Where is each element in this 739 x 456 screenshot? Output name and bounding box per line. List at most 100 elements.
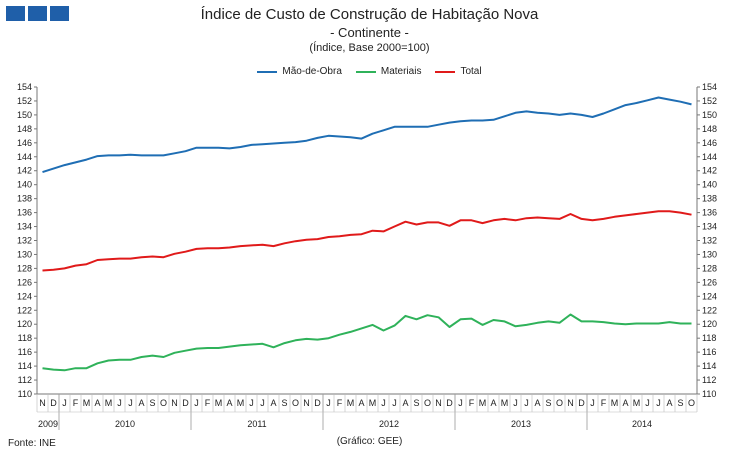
x-tick-label: O xyxy=(424,398,431,408)
x-tick-label: M xyxy=(479,398,487,408)
chart-subtitle: - Continente - xyxy=(330,25,409,40)
x-tick-label: J xyxy=(326,398,331,408)
x-tick-label: A xyxy=(622,398,628,408)
y-tick-label-left: 126 xyxy=(17,277,32,287)
gee-logo xyxy=(6,6,69,21)
y-tick-label-left: 146 xyxy=(17,138,32,148)
y-tick-label-left: 124 xyxy=(17,291,32,301)
y-tick-label-left: 154 xyxy=(17,82,32,92)
x-tick-label: D xyxy=(182,398,189,408)
x-tick-label: D xyxy=(50,398,57,408)
x-tick-label: O xyxy=(292,398,299,408)
x-tick-label: N xyxy=(39,398,46,408)
y-tick-label-right: 116 xyxy=(702,347,716,357)
y-tick-label-left: 138 xyxy=(17,194,32,204)
x-tick-label: M xyxy=(105,398,113,408)
x-tick-label: A xyxy=(226,398,232,408)
y-tick-label-left: 144 xyxy=(17,152,32,162)
x-tick-label: J xyxy=(458,398,463,408)
x-tick-label: J xyxy=(645,398,650,408)
legend-swatch xyxy=(355,70,376,73)
y-tick-label-left: 112 xyxy=(18,375,32,385)
x-tick-label: O xyxy=(556,398,563,408)
x-tick-label: O xyxy=(160,398,167,408)
x-tick-label: S xyxy=(545,398,551,408)
x-tick-label: F xyxy=(601,398,607,408)
y-tick-label-left: 140 xyxy=(17,180,32,190)
y-tick-label-left: 152 xyxy=(17,96,32,106)
x-tick-label: M xyxy=(501,398,509,408)
year-label: 2009 xyxy=(38,419,58,429)
legend-label: Total xyxy=(460,66,482,77)
x-tick-label: J xyxy=(590,398,595,408)
x-tick-label: A xyxy=(402,398,408,408)
x-tick-label: M xyxy=(611,398,619,408)
x-tick-label: S xyxy=(413,398,419,408)
year-label: 2011 xyxy=(247,419,266,429)
y-tick-label-right: 114 xyxy=(702,361,716,371)
x-tick-label: J xyxy=(117,398,122,408)
legend-item-mao-de-obra: Mão-de-Obra xyxy=(257,66,342,77)
year-label: 2013 xyxy=(511,419,531,429)
x-tick-label: A xyxy=(490,398,496,408)
x-tick-label: A xyxy=(534,398,540,408)
x-tick-label: J xyxy=(513,398,518,408)
series-line-total xyxy=(42,210,692,272)
x-tick-label: A xyxy=(270,398,276,408)
x-tick-label: J xyxy=(260,398,265,408)
legend-label: Materiais xyxy=(380,66,422,77)
x-tick-label: J xyxy=(524,398,529,408)
y-tick-label-left: 136 xyxy=(17,208,32,218)
y-tick-label-left: 148 xyxy=(17,124,32,134)
x-tick-label: A xyxy=(138,398,144,408)
x-tick-label: A xyxy=(666,398,672,408)
legend: Mão-de-Obra Materiais Total xyxy=(0,66,739,77)
y-tick-label-left: 142 xyxy=(17,166,32,176)
x-tick-label: F xyxy=(469,398,475,408)
x-tick-label: J xyxy=(62,398,67,408)
x-tick-label: S xyxy=(149,398,155,408)
series-line-materiais xyxy=(42,313,692,372)
y-tick-label-right: 142 xyxy=(702,166,717,176)
chart-unit-note: (Índice, Base 2000=100) xyxy=(309,42,430,54)
y-tick-label-right: 122 xyxy=(702,305,717,315)
x-tick-label: J xyxy=(381,398,386,408)
y-tick-label-left: 150 xyxy=(17,110,32,120)
x-tick-label: M xyxy=(83,398,91,408)
y-tick-label-left: 130 xyxy=(17,249,32,259)
y-tick-label-right: 138 xyxy=(702,194,717,204)
y-tick-label-right: 152 xyxy=(702,96,717,106)
y-tick-label-right: 154 xyxy=(702,82,717,92)
y-tick-label-right: 110 xyxy=(702,389,716,399)
y-tick-label-left: 120 xyxy=(17,319,32,329)
year-label: 2010 xyxy=(115,419,135,429)
legend-item-total: Total xyxy=(435,66,482,77)
y-tick-label-right: 150 xyxy=(702,110,717,120)
chart-title: Índice de Custo de Construção de Habitaç… xyxy=(200,6,539,23)
y-tick-label-left: 122 xyxy=(17,305,32,315)
x-tick-label: S xyxy=(281,398,287,408)
legend-label: Mão-de-Obra xyxy=(282,66,342,77)
x-tick-label: D xyxy=(314,398,321,408)
x-tick-label: D xyxy=(446,398,453,408)
x-tick-label: O xyxy=(688,398,695,408)
x-tick-label: J xyxy=(194,398,199,408)
credit-note: (Gráfico: GEE) xyxy=(336,436,403,447)
x-tick-label: A xyxy=(358,398,364,408)
x-tick-label: J xyxy=(392,398,397,408)
y-tick-label-left: 134 xyxy=(17,222,32,232)
y-tick-label-right: 144 xyxy=(702,152,717,162)
legend-swatch xyxy=(435,70,456,73)
series-line-m-o-de-obra xyxy=(42,96,692,174)
y-tick-label-right: 124 xyxy=(702,291,717,301)
y-tick-label-left: 132 xyxy=(17,236,32,246)
y-tick-label-right: 140 xyxy=(702,180,717,190)
x-tick-label: N xyxy=(171,398,178,408)
y-tick-label-right: 132 xyxy=(702,236,717,246)
x-tick-label: F xyxy=(337,398,343,408)
year-label: 2014 xyxy=(632,419,652,429)
y-tick-label-left: 114 xyxy=(18,361,32,371)
y-tick-label-right: 136 xyxy=(702,208,717,218)
legend-swatch xyxy=(257,70,278,73)
year-label: 2012 xyxy=(379,419,399,429)
